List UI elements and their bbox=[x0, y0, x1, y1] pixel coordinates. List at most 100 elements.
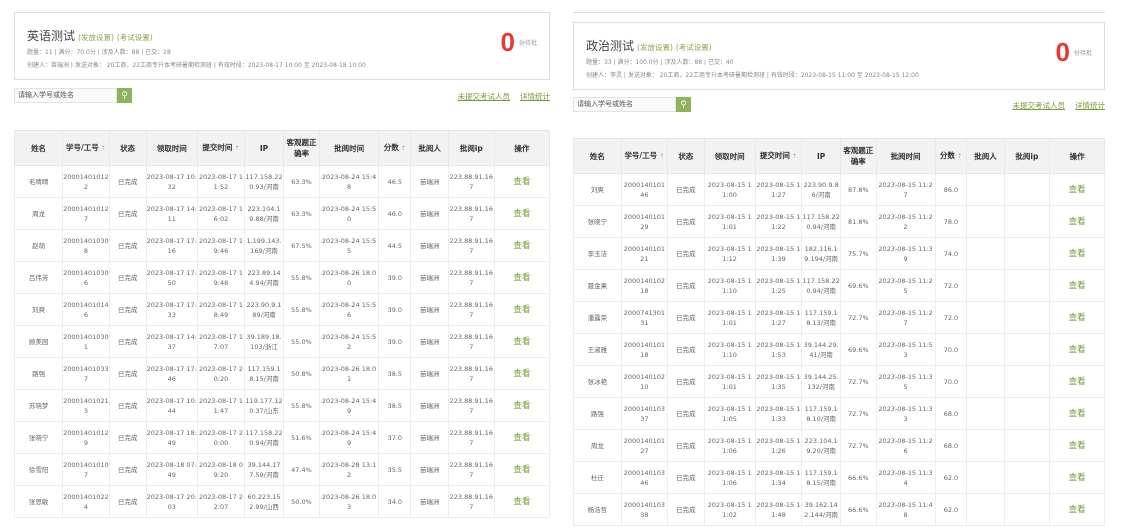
view-link[interactable]: 查看 bbox=[1049, 461, 1105, 494]
sort-arrow-icon[interactable]: ⇡ bbox=[98, 145, 106, 152]
search-field[interactable]: 请输入学号或姓名 bbox=[573, 97, 676, 112]
column-header-accuracy: 客观题正确率 bbox=[283, 130, 320, 166]
cell-submit-time: 2023-08-17 22:07 bbox=[196, 485, 246, 518]
search-button[interactable]: ⚲ bbox=[117, 88, 132, 103]
distribution-settings-link[interactable]: (发放设置) bbox=[637, 43, 673, 52]
cell-score: 39.0 bbox=[378, 325, 412, 358]
cell-status: 已完成 bbox=[108, 485, 147, 518]
cell-reviewer-ip bbox=[1003, 365, 1051, 398]
stats-link[interactable]: 详情统计 bbox=[1075, 101, 1105, 110]
view-link[interactable]: 查看 bbox=[493, 357, 551, 390]
cell-reviewer bbox=[966, 205, 1005, 238]
cell-score: 86.0 bbox=[934, 173, 968, 206]
cell-reviewer-ip: 223.88.91.167 bbox=[447, 485, 495, 518]
cell-accuracy: 55.8% bbox=[283, 261, 320, 294]
view-link[interactable]: 查看 bbox=[493, 197, 551, 230]
cell-receive-time: 2023-08-17 10:44 bbox=[145, 389, 198, 422]
cell-accuracy: 67.5% bbox=[283, 229, 320, 262]
column-header-action: 操作 bbox=[493, 130, 551, 166]
unsubmitted-link[interactable]: 未提交考试人员 bbox=[1012, 101, 1066, 110]
search-button[interactable]: ⚲ bbox=[676, 97, 691, 112]
column-header-score[interactable]: 分数 ⇡ bbox=[378, 130, 412, 166]
cell-reviewer bbox=[966, 493, 1005, 526]
view-link[interactable]: 查看 bbox=[1049, 301, 1105, 334]
sort-arrow-icon[interactable]: ⇡ bbox=[398, 145, 406, 152]
view-link[interactable]: 查看 bbox=[493, 421, 551, 454]
exam-summary-card: 政治测试 (发放设置) (考试设置) 题量：33 | 满分：100.0分 | 涉及人… bbox=[573, 22, 1105, 90]
cell-receive-time: 2023-08-17 17:46 bbox=[145, 357, 198, 390]
view-link[interactable]: 查看 bbox=[1049, 237, 1105, 270]
cell-accuracy: 66.6% bbox=[840, 493, 877, 526]
view-link[interactable]: 查看 bbox=[1049, 493, 1105, 526]
table-row: 顾美园 200014010301 已完成 2023-08-17 14:37 2023-0… bbox=[13, 325, 551, 358]
cell-reviewer-ip bbox=[1003, 173, 1051, 206]
column-header-student-id[interactable]: 学号/工号 ⇡ bbox=[620, 138, 668, 174]
column-header-submit-time[interactable]: 提交时间 ⇡ bbox=[196, 130, 246, 166]
view-link[interactable]: 查看 bbox=[493, 485, 551, 518]
cell-receive-time: 2023-08-17 14:37 bbox=[145, 325, 198, 358]
stats-link[interactable]: 详情统计 bbox=[520, 92, 550, 101]
exam-settings-link[interactable]: (考试设置) bbox=[116, 33, 153, 42]
cell-review-time: 2023-08-26 18:00 bbox=[318, 261, 380, 294]
cell-submit-time: 2023-08-17 11:47 bbox=[196, 389, 246, 422]
table-row: 杜迁 200014010346 已完成 2023-08-15 11:06 2023-08… bbox=[573, 461, 1105, 494]
column-header-score[interactable]: 分数 ⇡ bbox=[934, 138, 968, 174]
sort-arrow-icon[interactable]: ⇡ bbox=[954, 153, 963, 160]
cell-submit-time: 2023-08-15 11:39 bbox=[754, 237, 803, 270]
cell-name: 路强 bbox=[13, 357, 64, 390]
column-header-ip: IP bbox=[801, 138, 842, 174]
sort-arrow-icon[interactable]: ⇡ bbox=[657, 153, 665, 160]
search-input[interactable] bbox=[574, 98, 675, 111]
view-link[interactable]: 查看 bbox=[493, 229, 551, 262]
column-label: 提交时间 bbox=[202, 143, 233, 152]
view-link[interactable]: 查看 bbox=[1049, 397, 1105, 430]
distribution-settings-link[interactable]: (发放设置) bbox=[78, 33, 114, 42]
panel-links: 未提交考试人员 详情统计 bbox=[448, 91, 551, 102]
view-link[interactable]: 查看 bbox=[493, 165, 551, 198]
cell-reviewer-ip: 223.88.91.167 bbox=[447, 293, 495, 326]
cell-score: 44.5 bbox=[378, 229, 412, 262]
view-link[interactable]: 查看 bbox=[493, 293, 551, 326]
view-link[interactable]: 查看 bbox=[493, 261, 551, 294]
view-link[interactable]: 查看 bbox=[1049, 173, 1105, 206]
column-header-reviewer-ip: 批阅ip bbox=[1003, 138, 1051, 174]
cell-submit-time: 2023-08-15 11:27 bbox=[754, 173, 803, 206]
cell-name: 苏晓梦 bbox=[13, 389, 64, 422]
cell-student-id: 200014010127 bbox=[62, 197, 110, 230]
view-link[interactable]: 查看 bbox=[493, 453, 551, 486]
cell-name: 潘露荣 bbox=[573, 301, 622, 334]
cell-review-time: 2023-08-15 11:33 bbox=[875, 397, 936, 430]
column-header-student-id[interactable]: 学号/工号 ⇡ bbox=[62, 130, 110, 166]
cell-reviewer-ip bbox=[1003, 493, 1051, 526]
cell-student-id: 200014010346 bbox=[620, 461, 668, 494]
view-link[interactable]: 查看 bbox=[1049, 333, 1105, 366]
column-header-submit-time[interactable]: 提交时间 ⇡ bbox=[754, 138, 803, 174]
cell-status: 已完成 bbox=[666, 461, 705, 494]
exam-title: 政治测试 bbox=[586, 39, 635, 53]
unsubmitted-link[interactable]: 未提交考试人员 bbox=[457, 92, 511, 101]
cell-ip: 117.159.18.10/河南 bbox=[801, 397, 842, 430]
cell-accuracy: 47.4% bbox=[283, 453, 320, 486]
column-label: 分数 bbox=[939, 151, 955, 160]
cell-review-time: 2023-08-26 18:03 bbox=[318, 485, 380, 518]
view-link[interactable]: 查看 bbox=[1049, 205, 1105, 238]
cell-submit-time: 2023-08-15 11:33 bbox=[754, 397, 803, 430]
sort-arrow-icon[interactable]: ⇡ bbox=[232, 145, 240, 152]
view-link[interactable]: 查看 bbox=[493, 389, 551, 422]
column-label: 学号/工号 bbox=[65, 143, 99, 152]
column-header-name: 姓名 bbox=[573, 138, 622, 174]
exam-settings-link[interactable]: (考试设置) bbox=[675, 43, 712, 52]
pending-label: 份待批 bbox=[518, 40, 537, 47]
search-input[interactable] bbox=[15, 89, 116, 102]
view-link[interactable]: 查看 bbox=[1049, 269, 1105, 302]
view-link[interactable]: 查看 bbox=[493, 325, 551, 358]
sort-arrow-icon[interactable]: ⇡ bbox=[789, 153, 797, 160]
cell-reviewer: 苗瑞洲 bbox=[410, 197, 449, 230]
cell-review-time: 2023-08-15 11:34 bbox=[875, 461, 936, 494]
view-link[interactable]: 查看 bbox=[1049, 365, 1105, 398]
cell-reviewer: 苗瑞洲 bbox=[410, 453, 449, 486]
cell-name: 毛晴晴 bbox=[13, 165, 64, 198]
cell-receive-time: 2023-08-15 11:12 bbox=[703, 237, 756, 270]
search-field[interactable]: 请输入学号或姓名 bbox=[14, 88, 117, 103]
view-link[interactable]: 查看 bbox=[1049, 429, 1105, 462]
